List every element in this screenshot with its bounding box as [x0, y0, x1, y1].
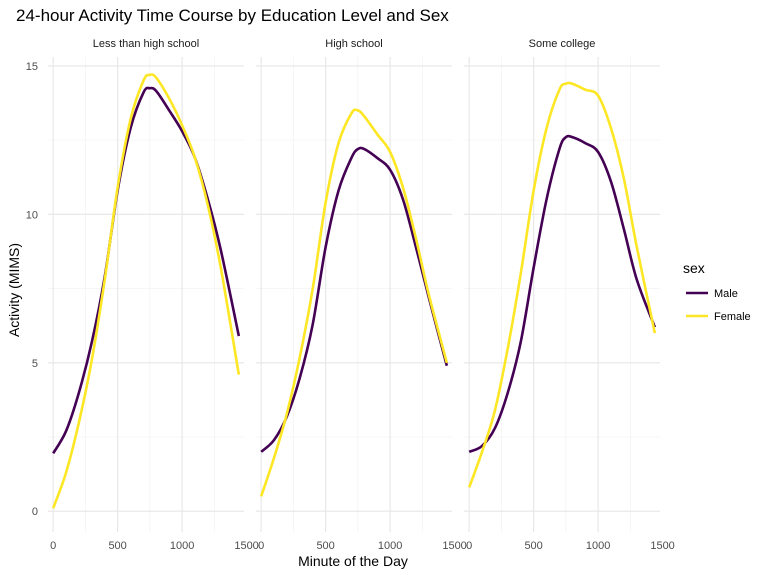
legend-items: Male Female [686, 288, 751, 323]
x-tick-label: 1000 [170, 540, 194, 552]
series-line-male [260, 146, 449, 453]
x-tick-label: 500 [316, 540, 334, 552]
legend: sex Male Female [683, 260, 751, 323]
y-axis-title: Activity (MIMS) [6, 243, 22, 337]
y-tick-label: 10 [26, 209, 38, 221]
x-tick-label: 1500 [234, 540, 258, 552]
facet-strip-label: Some college [529, 38, 596, 50]
x-tick-label: 1000 [586, 540, 610, 552]
y-tick-label: 5 [32, 358, 38, 370]
series-line-female [259, 108, 449, 497]
x-tick-label: 1000 [378, 540, 402, 552]
x-tick-label: 0 [466, 540, 472, 552]
x-tick-label: 500 [108, 540, 126, 552]
x-tick-label: 500 [524, 540, 542, 552]
x-axis-title: Minute of the Day [298, 553, 408, 569]
x-tick-label: 1500 [650, 540, 674, 552]
y-tick-label: 15 [26, 61, 38, 73]
facet-panel-1: Less than high school 0 500 1000 1500 [48, 38, 259, 552]
facet-strip-label: High school [325, 38, 382, 50]
y-tick-label: 0 [32, 506, 38, 518]
series-line-female [467, 81, 657, 488]
series-line-male [52, 86, 241, 455]
x-tick-label: 1500 [442, 540, 466, 552]
legend-label-male: Male [714, 288, 738, 300]
series-line-female [51, 73, 241, 509]
legend-label-female: Female [714, 311, 751, 323]
x-tick-label: 0 [50, 540, 56, 552]
facet-strip-label: Less than high school [93, 38, 199, 50]
y-axis: 0 5 10 15 [26, 61, 38, 518]
facet-panel-2: High school 0 500 1000 1500 [256, 38, 467, 552]
legend-title: sex [683, 260, 705, 276]
x-tick-label: 0 [258, 540, 264, 552]
chart-title: 24-hour Activity Time Course by Educatio… [16, 6, 449, 25]
series-line-male [468, 134, 657, 454]
facet-panel-3: Some college 0 500 1000 1500 [464, 38, 675, 552]
